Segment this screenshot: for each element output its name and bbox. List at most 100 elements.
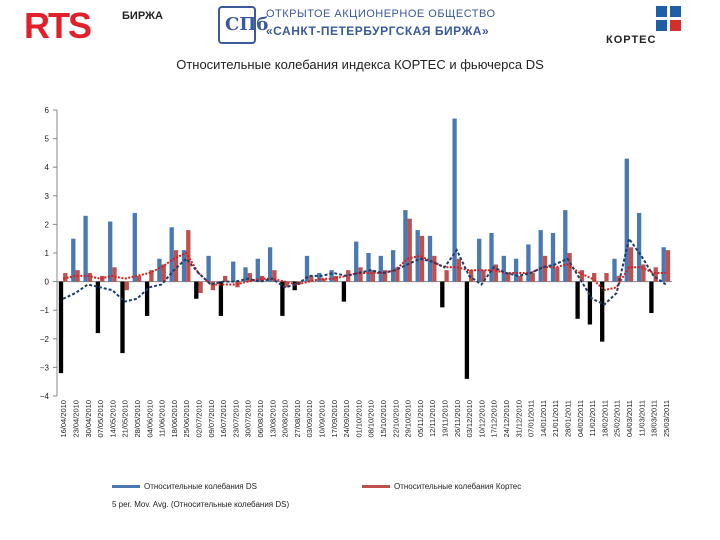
y-tick-label: 4 (45, 163, 50, 172)
bar-kortes (641, 264, 646, 282)
x-tick-label: 19/11/2010 (440, 400, 449, 437)
legend-swatch-kortes (362, 485, 390, 489)
legend-label-kortes: Относительные колебания Кортес (394, 482, 522, 491)
x-tick-label: 21/05/2010 (121, 400, 130, 438)
legend-swatch-ds (112, 485, 140, 489)
x-tick-label: 04/06/2010 (145, 400, 154, 438)
bar-ds (501, 255, 506, 282)
x-tick-label: 11/03/2011 (637, 400, 646, 436)
spb-exchange-logo: СПб ОТКРЫТОЕ АКЦИОНЕРНОЕ ОБЩЕСТВО «САНКТ… (218, 6, 518, 46)
bar-ds (169, 227, 174, 282)
bar-kortes (87, 273, 93, 282)
x-tick-label: 25/02/2011 (613, 400, 622, 437)
x-tick-label: 20/08/2010 (281, 400, 290, 438)
bar-kortes (136, 275, 142, 282)
bar-ds (513, 258, 519, 282)
x-tick-label: 18/06/2010 (170, 400, 179, 438)
bar-ds (550, 232, 556, 282)
bar-kortes (592, 273, 597, 282)
bar-kortes (518, 275, 523, 282)
bar-ds (624, 158, 629, 282)
bar-ds (218, 281, 224, 316)
x-tick-label: 27/08/2010 (293, 400, 302, 438)
bar-ds (120, 281, 125, 354)
kortes-square (656, 6, 667, 17)
x-tick-label: 17/12/2010 (490, 400, 499, 438)
kortes-moving-average-line (62, 251, 666, 292)
x-tick-label: 05/11/2010 (416, 400, 425, 437)
bar-kortes (407, 218, 412, 282)
legend-item-kortes: Относительные колебания Кортес (362, 482, 521, 491)
bar-ds (329, 270, 334, 282)
x-tick-label: 13/08/2010 (268, 400, 277, 438)
spb-emblem-text: СПб (225, 14, 269, 35)
x-tick-label: 11/02/2011 (588, 400, 597, 436)
bar-kortes (616, 275, 621, 282)
bar-kortes (628, 247, 634, 282)
bar-ds (636, 212, 642, 282)
bar-ds (477, 238, 482, 282)
bar-kortes (149, 270, 154, 282)
bar-ds (255, 258, 260, 282)
kortes-square (656, 20, 667, 31)
x-tick-label: 23/07/2010 (231, 400, 240, 438)
bar-ds (378, 255, 383, 282)
bar-kortes (272, 270, 277, 282)
kortes-logo-icon (656, 6, 682, 32)
x-tick-label: 24/12/2010 (502, 400, 511, 438)
bar-ds (587, 281, 593, 325)
bar-kortes (555, 267, 560, 282)
bar-ds (526, 244, 531, 282)
kortes-logo: КОРТЕС (600, 6, 700, 46)
bar-ds (243, 267, 248, 282)
bar-ds (280, 281, 285, 316)
bar-kortes (444, 270, 449, 282)
bar-kortes (223, 275, 228, 282)
x-tick-label: 28/05/2010 (133, 400, 142, 438)
x-tick-label: 18/02/2011 (600, 400, 609, 437)
x-tick-label: 16/04/2010 (59, 400, 68, 438)
x-tick-label: 26/11/2010 (453, 400, 462, 437)
bar-kortes (370, 270, 375, 282)
bar-kortes (604, 273, 609, 282)
kortes-logo-text: КОРТЕС (606, 34, 657, 46)
bar-ds (538, 230, 543, 282)
kortes-square (670, 20, 681, 31)
x-tick-label: 24/09/2010 (342, 400, 351, 438)
bar-kortes (456, 258, 462, 282)
x-tick-label: 23/04/2010 (71, 400, 80, 438)
y-tick-label: −1 (40, 306, 50, 315)
bar-ds (452, 118, 457, 282)
y-tick-label: −3 (40, 363, 50, 372)
y-tick-label: −4 (40, 392, 50, 401)
bar-ds (440, 281, 445, 308)
chart-title: Относительные колебания индекса КОРТЕС и… (176, 57, 544, 72)
x-tick-label: 16/07/2010 (219, 400, 228, 438)
x-tick-label: 28/01/2011 (563, 400, 572, 437)
bar-ds (403, 210, 408, 282)
x-tick-label: 03/12/2010 (465, 400, 474, 438)
bar-ds (366, 253, 371, 282)
bar-kortes (432, 255, 437, 282)
bar-ds (354, 241, 359, 282)
bar-ds (144, 281, 150, 316)
bar-ds (563, 210, 568, 282)
bar-ds (194, 281, 199, 299)
bar-kortes (259, 275, 265, 282)
x-tick-label: 10/09/2010 (317, 400, 326, 438)
bar-ds (71, 238, 76, 282)
y-tick-label: −2 (40, 335, 50, 344)
bar-ds (108, 221, 113, 282)
x-tick-label: 04/02/2011 (576, 400, 585, 437)
x-tick-label: 10/12/2010 (477, 400, 486, 438)
bar-kortes (665, 250, 671, 282)
bar-kortes (161, 264, 166, 282)
x-tick-label: 17/09/2010 (330, 400, 339, 438)
bar-ds (304, 255, 310, 282)
y-tick-label: 5 (45, 135, 50, 144)
x-tick-label: 07/01/2011 (527, 400, 536, 437)
x-tick-label: 08/10/2010 (367, 400, 376, 438)
bar-kortes (493, 264, 498, 282)
spb-company-name: «САНКТ-ПЕТЕРБУРГСКАЯ БИРЖА» (266, 24, 490, 38)
kortes-square (670, 6, 681, 17)
